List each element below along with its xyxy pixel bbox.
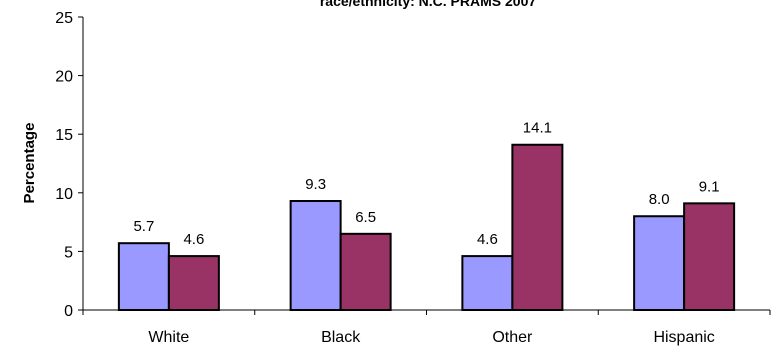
bar-black-series-1 bbox=[289, 200, 342, 311]
data-label: 8.0 bbox=[649, 191, 670, 208]
y-tick-label: 25 bbox=[55, 10, 73, 27]
bar-white-series-2 bbox=[167, 255, 220, 312]
bars bbox=[117, 143, 736, 312]
bar-other-series-1 bbox=[461, 255, 514, 312]
y-axis-ticks: 0 5 10 15 20 25 bbox=[55, 10, 83, 320]
category-label-black: Black bbox=[321, 329, 361, 346]
category-label-other: Other bbox=[492, 329, 533, 346]
y-tick-label: 15 bbox=[55, 127, 73, 144]
bar-white-series-1 bbox=[117, 242, 170, 311]
y-axis-title: Percentage bbox=[21, 123, 38, 204]
y-tick-label: 0 bbox=[64, 303, 73, 320]
category-label-white: White bbox=[148, 329, 189, 346]
category-label-hispanic: Hispanic bbox=[653, 329, 714, 346]
data-label: 6.5 bbox=[355, 209, 376, 226]
bar-hispanic-series-2 bbox=[683, 202, 736, 312]
category-labels: White Black Other Hispanic bbox=[148, 329, 714, 346]
data-labels: 5.7 4.6 9.3 6.5 4.6 14.1 8.0 9.1 bbox=[133, 120, 719, 248]
data-label: 9.3 bbox=[305, 176, 326, 193]
y-tick-label: 5 bbox=[64, 244, 73, 261]
chart-title: race/ethnicity: N.C. PRAMS 2007 bbox=[320, 0, 537, 9]
data-label: 4.6 bbox=[477, 231, 498, 248]
y-tick-label: 10 bbox=[55, 186, 73, 203]
data-label: 14.1 bbox=[523, 120, 552, 137]
data-label: 4.6 bbox=[183, 231, 204, 248]
bar-hispanic-series-1 bbox=[633, 215, 686, 312]
y-tick-label: 20 bbox=[55, 69, 73, 86]
bar-black-series-2 bbox=[339, 232, 392, 312]
data-label: 5.7 bbox=[133, 218, 154, 235]
data-label: 9.1 bbox=[699, 178, 720, 195]
bar-other-series-2 bbox=[511, 143, 564, 311]
